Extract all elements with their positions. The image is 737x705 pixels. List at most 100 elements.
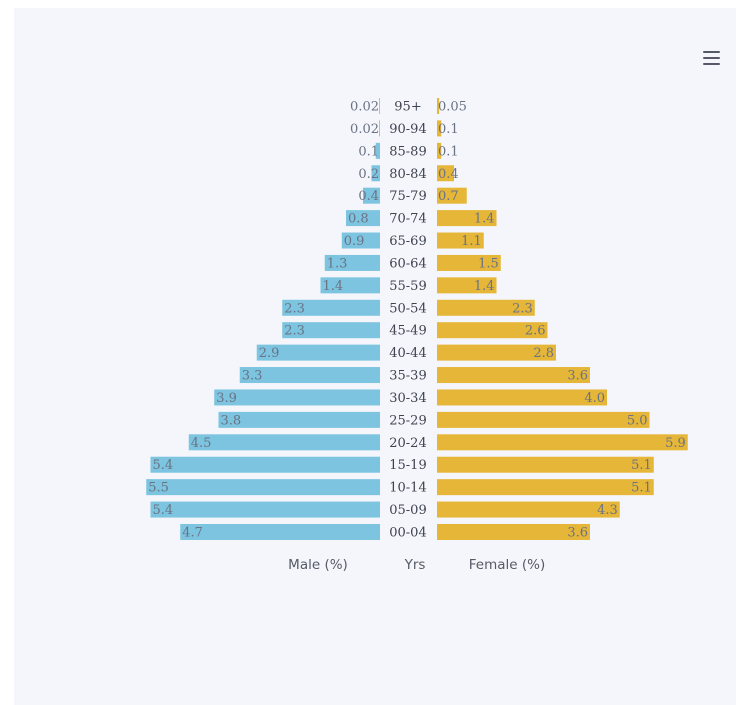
male-bar — [379, 98, 380, 114]
x-axis-label-female: Female (%) — [469, 557, 545, 573]
female-bar — [437, 277, 497, 294]
male-value-label: 0.8 — [348, 212, 369, 227]
age-group-label: 85-89 — [389, 144, 426, 159]
age-group-label: 60-64 — [389, 256, 426, 271]
age-group-label: 70-74 — [389, 212, 426, 227]
female-bar — [437, 456, 654, 473]
female-bar — [437, 299, 535, 316]
female-value-label: 1.4 — [474, 279, 495, 294]
age-group-label: 65-69 — [389, 234, 426, 249]
age-group-label: 95+ — [394, 100, 421, 115]
female-value-label: 0.1 — [438, 122, 459, 137]
female-bar — [437, 344, 556, 361]
age-group-label: 30-34 — [389, 391, 426, 406]
male-value-label: 4.5 — [191, 436, 212, 451]
age-group-label: 55-59 — [389, 279, 426, 294]
hamburger-menu-icon[interactable] — [700, 48, 724, 68]
age-group-label: 15-19 — [389, 458, 426, 473]
female-bar — [437, 98, 440, 114]
male-bar — [218, 411, 380, 428]
female-value-label: 5.9 — [665, 436, 686, 451]
male-value-label: 5.4 — [153, 503, 174, 518]
age-group-label: 80-84 — [389, 167, 426, 182]
female-value-label: 1.4 — [474, 212, 495, 227]
female-bar — [437, 232, 484, 249]
male-bar — [346, 210, 380, 227]
male-value-label: 0.02 — [350, 122, 379, 137]
age-group-label: 90-94 — [389, 122, 426, 137]
female-bar — [437, 165, 454, 182]
age-group-label: 20-24 — [389, 436, 426, 451]
female-bar — [437, 120, 442, 137]
age-group-label: 45-49 — [389, 324, 426, 339]
female-bar — [437, 479, 654, 496]
x-axis-label-male: Male (%) — [288, 557, 348, 573]
female-bar — [437, 501, 620, 518]
male-value-label: 5.4 — [153, 458, 174, 473]
male-bar — [146, 479, 380, 496]
male-bar — [363, 187, 380, 204]
female-bar — [437, 210, 497, 227]
male-bar — [320, 277, 380, 294]
age-group-label: 10-14 — [389, 481, 426, 496]
male-value-label: 0.9 — [344, 234, 365, 249]
female-bar — [437, 434, 688, 451]
male-value-label: 2.9 — [259, 346, 280, 361]
male-value-label: 5.5 — [148, 481, 169, 496]
female-value-label: 2.6 — [525, 324, 546, 339]
female-value-label: 4.0 — [584, 391, 605, 406]
female-value-label: 0.05 — [438, 100, 467, 115]
age-group-label: 00-04 — [389, 525, 426, 540]
male-bar — [282, 299, 380, 316]
male-bar — [150, 456, 380, 473]
female-bar — [437, 367, 590, 384]
male-bar — [239, 367, 380, 384]
male-bar — [341, 232, 380, 249]
female-value-label: 2.3 — [512, 301, 533, 316]
male-bar — [371, 165, 380, 182]
male-bar — [282, 322, 380, 339]
female-bar — [437, 322, 548, 339]
female-value-label: 0.4 — [438, 167, 459, 182]
female-value-label: 5.1 — [631, 458, 652, 473]
male-value-label: 2.3 — [284, 324, 305, 339]
male-bar — [324, 254, 380, 271]
male-value-label: 0.2 — [358, 167, 379, 182]
male-bar — [214, 389, 380, 406]
female-value-label: 2.8 — [533, 346, 554, 361]
male-bar — [375, 142, 380, 159]
female-value-label: 0.7 — [438, 189, 459, 204]
male-bar — [188, 434, 380, 451]
age-group-label: 05-09 — [389, 503, 426, 518]
female-value-label: 5.0 — [627, 413, 648, 428]
male-value-label: 1.3 — [327, 256, 348, 271]
age-group-label: 40-44 — [389, 346, 426, 361]
male-value-label: 3.9 — [216, 391, 237, 406]
female-bar — [437, 411, 650, 428]
female-bar — [437, 389, 607, 406]
female-value-label: 0.1 — [438, 144, 459, 159]
male-value-label: 3.8 — [221, 413, 242, 428]
male-value-label: 0.4 — [358, 189, 379, 204]
female-bar — [437, 142, 442, 159]
male-value-label: 1.4 — [323, 279, 344, 294]
male-value-label: 4.7 — [182, 525, 203, 540]
male-bar — [180, 523, 380, 540]
male-value-label: 0.02 — [350, 100, 379, 115]
age-group-label: 50-54 — [389, 301, 426, 316]
male-bar — [379, 120, 380, 137]
male-value-label: 3.3 — [242, 369, 263, 384]
female-value-label: 1.5 — [478, 256, 499, 271]
male-value-label: 0.1 — [358, 144, 379, 159]
female-bar — [437, 187, 467, 204]
male-value-label: 2.3 — [284, 301, 305, 316]
male-bar — [150, 501, 380, 518]
x-axis-label-years: Yrs — [404, 557, 426, 573]
age-group-label: 25-29 — [389, 413, 426, 428]
female-bar — [437, 523, 590, 540]
female-value-label: 3.6 — [567, 369, 588, 384]
female-value-label: 1.1 — [461, 234, 482, 249]
female-value-label: 3.6 — [567, 525, 588, 540]
female-bar — [437, 254, 501, 271]
